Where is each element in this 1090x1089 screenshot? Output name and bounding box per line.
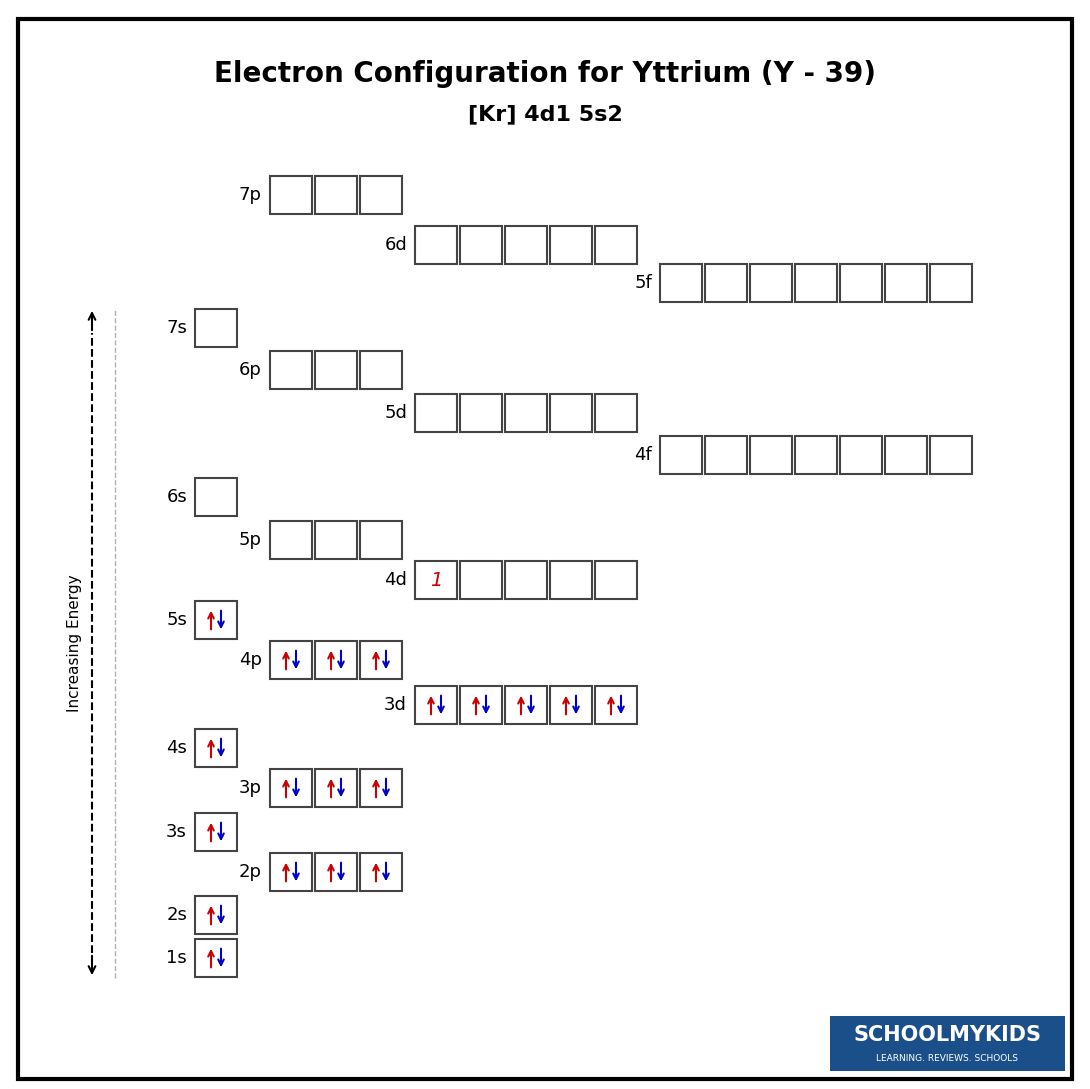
Bar [415, 561, 457, 599]
Bar [705, 264, 747, 302]
Text: 4p: 4p [239, 651, 262, 669]
Text: 4d: 4d [384, 571, 407, 589]
Text: 3s: 3s [166, 823, 187, 841]
Bar [460, 394, 502, 432]
Bar [315, 641, 358, 680]
Text: 4f: 4f [634, 446, 652, 464]
Text: LEARNING. REVIEWS. SCHOOLS: LEARNING. REVIEWS. SCHOOLS [876, 1054, 1018, 1063]
Text: 2p: 2p [239, 862, 262, 881]
Text: Electron Configuration for Yttrium (Y - 39): Electron Configuration for Yttrium (Y - … [214, 60, 876, 88]
Bar [360, 769, 402, 807]
Bar [270, 521, 312, 559]
Bar [195, 813, 237, 851]
Bar [415, 227, 457, 264]
Bar [595, 394, 637, 432]
Bar [661, 264, 702, 302]
Bar [415, 686, 457, 724]
Text: 6s: 6s [167, 488, 187, 506]
Bar [195, 939, 237, 977]
Bar [270, 769, 312, 807]
Bar [750, 436, 792, 474]
Bar [885, 436, 926, 474]
Bar [595, 686, 637, 724]
Bar [315, 521, 358, 559]
Text: 3d: 3d [384, 696, 407, 714]
Text: 5p: 5p [239, 531, 262, 549]
Bar [360, 641, 402, 680]
Bar [360, 176, 402, 215]
Text: 7p: 7p [239, 186, 262, 204]
Bar [505, 394, 547, 432]
Bar [270, 176, 312, 215]
Bar [829, 1016, 1065, 1070]
Text: 1: 1 [429, 571, 443, 589]
Bar [661, 436, 702, 474]
Bar [195, 478, 237, 516]
Bar [505, 561, 547, 599]
Bar [705, 436, 747, 474]
Bar [840, 264, 882, 302]
Text: 4s: 4s [166, 739, 187, 757]
Text: 6p: 6p [239, 360, 262, 379]
Text: Increasing Energy: Increasing Energy [66, 574, 82, 712]
Text: 1s: 1s [167, 949, 187, 967]
Bar [360, 853, 402, 891]
Text: [Kr] 4d1 5s2: [Kr] 4d1 5s2 [468, 105, 622, 124]
Bar [885, 264, 926, 302]
Bar [550, 227, 592, 264]
Text: SCHOOLMYKIDS: SCHOOLMYKIDS [853, 1025, 1042, 1045]
Bar [195, 309, 237, 347]
Bar [315, 176, 358, 215]
Bar [505, 686, 547, 724]
Bar [595, 227, 637, 264]
Text: 3p: 3p [239, 779, 262, 797]
Bar [360, 351, 402, 389]
Bar [795, 264, 837, 302]
Bar [415, 394, 457, 432]
Bar [195, 896, 237, 934]
Bar [270, 853, 312, 891]
Bar [195, 601, 237, 639]
Bar [505, 227, 547, 264]
Text: 7s: 7s [166, 319, 187, 337]
Bar [460, 227, 502, 264]
Bar [460, 561, 502, 599]
Bar [270, 351, 312, 389]
Bar [840, 436, 882, 474]
Bar [270, 641, 312, 680]
Bar [930, 264, 972, 302]
Bar [750, 264, 792, 302]
Bar [595, 561, 637, 599]
Text: 5f: 5f [634, 274, 652, 292]
Text: 5s: 5s [166, 611, 187, 629]
Bar [315, 769, 358, 807]
Bar [460, 686, 502, 724]
Bar [930, 436, 972, 474]
Text: 2s: 2s [166, 906, 187, 923]
Bar [550, 561, 592, 599]
Bar [315, 351, 358, 389]
Text: 6d: 6d [385, 236, 407, 254]
Bar [795, 436, 837, 474]
Text: 5d: 5d [384, 404, 407, 423]
Bar [550, 394, 592, 432]
Bar [315, 853, 358, 891]
Bar [360, 521, 402, 559]
Bar [550, 686, 592, 724]
Bar [195, 729, 237, 767]
